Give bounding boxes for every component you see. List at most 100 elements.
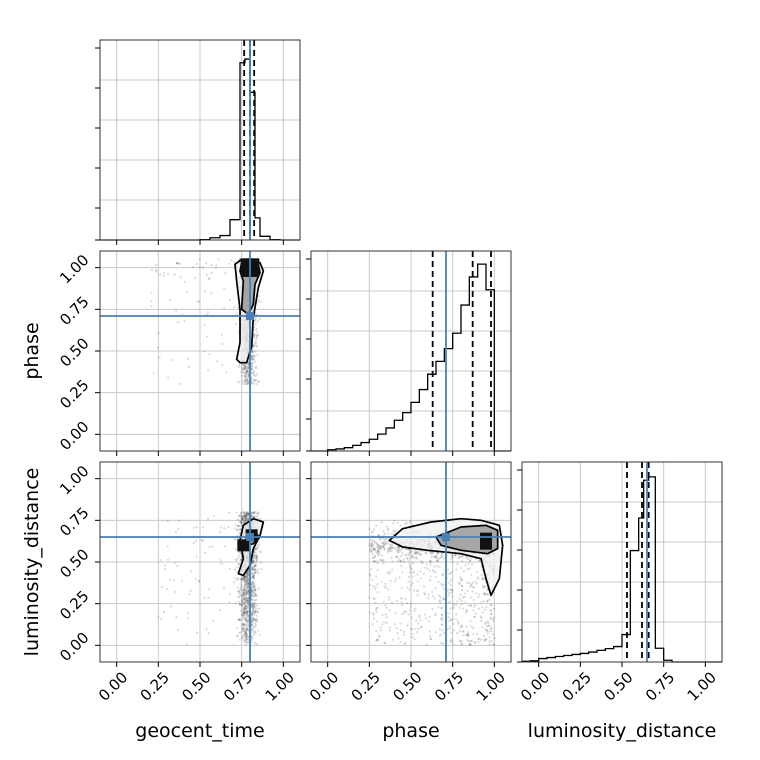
sample-point xyxy=(246,580,249,583)
sample-point xyxy=(246,587,249,591)
sample-point xyxy=(242,630,245,633)
sample-point xyxy=(485,585,488,588)
sample-point xyxy=(223,527,226,530)
sample-point xyxy=(458,556,461,559)
sample-point xyxy=(233,306,236,309)
sample-point xyxy=(253,599,256,602)
sample-point xyxy=(204,551,207,555)
sample-point xyxy=(241,594,244,597)
sample-point xyxy=(238,638,241,641)
sample-point xyxy=(162,274,165,278)
sample-point xyxy=(253,594,256,598)
sample-point xyxy=(243,519,246,522)
sample-point xyxy=(236,565,239,569)
sample-point xyxy=(246,599,249,602)
sample-point xyxy=(399,549,402,552)
sample-point xyxy=(477,640,480,644)
sample-point xyxy=(401,552,404,555)
sample-point xyxy=(375,542,378,545)
sample-point xyxy=(241,610,244,613)
sample-point xyxy=(399,628,403,632)
sample-point xyxy=(244,630,247,633)
sample-point xyxy=(220,333,224,336)
sample-point xyxy=(441,553,444,556)
sample-point xyxy=(244,594,247,597)
sample-point xyxy=(176,628,180,631)
sample-point xyxy=(438,599,441,603)
sample-point xyxy=(396,600,399,603)
sample-point xyxy=(460,579,463,582)
sample-point xyxy=(391,638,395,641)
sample-point xyxy=(369,574,372,577)
sample-point xyxy=(245,512,248,515)
sample-point xyxy=(247,366,250,369)
sample-point xyxy=(456,631,459,635)
sample-point xyxy=(386,527,389,530)
sample-point xyxy=(251,350,254,353)
sample-point xyxy=(480,619,483,623)
sample-point xyxy=(212,514,215,517)
sample-point xyxy=(385,606,388,609)
sample-point xyxy=(419,570,422,573)
sample-point xyxy=(241,382,245,385)
sample-point xyxy=(492,619,495,622)
sample-point xyxy=(448,572,451,575)
sample-point xyxy=(251,637,254,640)
sample-point xyxy=(253,612,257,615)
sample-point xyxy=(381,559,384,562)
scatter-geocent_time-vs-luminosity_distance-y-ticks: 0.000.250.500.751.00 xyxy=(56,462,100,665)
sample-point xyxy=(242,610,245,613)
sample-point xyxy=(253,550,256,554)
sample-point xyxy=(423,585,426,588)
sample-point xyxy=(241,363,244,366)
sample-point xyxy=(440,641,443,644)
sample-point xyxy=(253,333,256,336)
sample-point xyxy=(246,573,250,576)
sample-point xyxy=(243,514,246,518)
sample-point xyxy=(245,377,248,381)
sample-point xyxy=(252,354,255,357)
sample-point xyxy=(429,551,432,554)
sample-point xyxy=(373,548,376,552)
sample-point xyxy=(458,555,461,558)
sample-point xyxy=(255,618,258,621)
sample-point xyxy=(243,577,246,580)
sample-point xyxy=(237,556,240,560)
sample-point xyxy=(451,555,455,559)
sample-point xyxy=(489,627,493,630)
sample-point xyxy=(380,545,383,548)
sample-point xyxy=(242,521,245,524)
sample-point xyxy=(254,558,258,561)
sample-point xyxy=(481,611,484,614)
sample-point xyxy=(377,545,380,548)
sample-point xyxy=(246,610,249,613)
y-tick-label: 0.50 xyxy=(56,334,92,370)
sample-point xyxy=(369,538,372,542)
sample-point xyxy=(417,627,420,631)
sample-point xyxy=(242,577,245,580)
sample-point xyxy=(418,614,421,617)
sample-point xyxy=(439,599,442,602)
sample-point xyxy=(382,545,385,548)
sample-point xyxy=(387,532,390,535)
sample-point xyxy=(460,599,463,602)
sample-point xyxy=(241,379,244,382)
sample-point xyxy=(428,569,431,572)
sample-point xyxy=(396,551,399,554)
sample-point xyxy=(246,610,249,614)
sample-point xyxy=(241,576,244,579)
sample-point xyxy=(205,273,209,277)
sample-point xyxy=(171,358,174,362)
sample-point xyxy=(240,514,243,517)
sample-point xyxy=(242,603,245,606)
sample-point xyxy=(252,373,256,377)
sample-point xyxy=(475,582,478,585)
sample-point xyxy=(241,367,244,371)
sample-point xyxy=(235,529,239,532)
sample-point xyxy=(251,612,254,616)
sample-point xyxy=(225,371,228,374)
sample-point xyxy=(449,600,452,603)
sample-point xyxy=(375,550,378,553)
x-tick-label: 0.00 xyxy=(95,668,131,704)
sample-point xyxy=(390,556,393,560)
